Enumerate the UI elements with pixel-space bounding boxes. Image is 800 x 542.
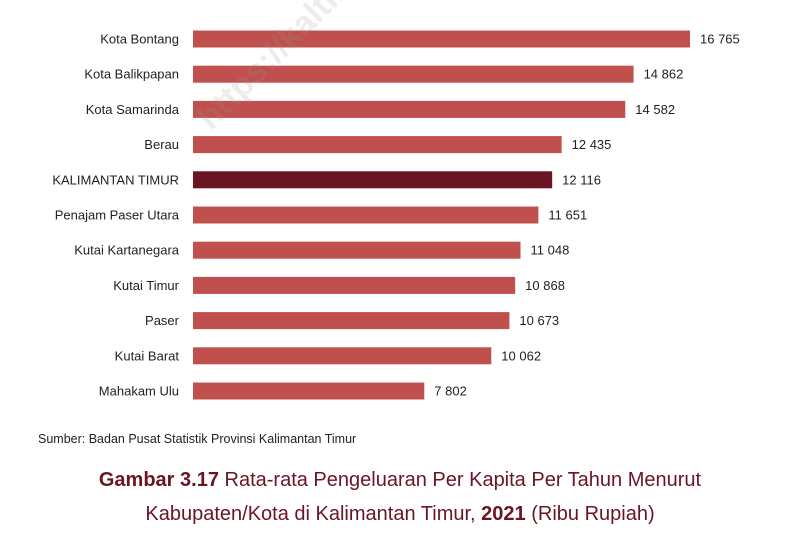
bar [193,206,539,224]
category-label: Kota Bontang [100,32,179,47]
data-label: 11 651 [548,208,587,223]
caption-text: Rata-rata Pengeluaran Per Kapita Per Tah… [218,469,702,491]
category-label: Berau [144,137,179,152]
data-label: 16 765 [700,32,740,47]
caption-text: Kabupaten/Kota di Kalimantan Timur, [145,503,482,525]
category-label: Mahakam Ulu [99,384,179,399]
data-label: 10 062 [501,348,541,363]
figure-number: Gambar 3.17 [98,469,219,491]
data-label: 14 862 [644,67,684,82]
caption-year: 2021 [481,503,526,525]
bar [193,100,626,118]
category-label: Kutai Timur [113,278,179,293]
bar-chart: Kota Bontang 16 765 Kota Balikpapan 14 862 K… [52,30,740,400]
bar [193,312,510,330]
bar [193,241,521,259]
data-label: 7 802 [434,384,467,399]
data-label: 10 868 [525,278,565,293]
bar [193,65,634,83]
data-label: 11 048 [531,243,570,258]
source-note: Sumber: Badan Pusat Statistik Provinsi K… [38,432,357,446]
data-label: 10 673 [519,313,559,328]
category-label: Kota Balikpapan [84,67,179,82]
category-label: Kota Samarinda [86,102,180,117]
bar [193,136,562,154]
category-label: Paser [145,313,180,328]
bar [193,30,690,48]
category-label: Kutai Kartanegara [74,243,180,258]
category-label: KALIMANTAN TIMUR [52,172,179,187]
figure-caption-line-1: Gambar 3.17 Rata-rata Pengeluaran Per Ka… [0,464,800,497]
category-label: Kutai Barat [115,348,180,363]
data-label: 14 582 [635,102,675,117]
figure-caption-line-2: Kabupaten/Kota di Kalimantan Timur, 2021… [0,498,800,531]
category-label: Penajam Paser Utara [55,208,180,223]
caption-unit: (Ribu Rupiah) [525,503,655,525]
bar [193,276,516,294]
data-label: 12 116 [562,172,601,187]
bar-highlight [193,171,553,189]
data-label: 12 435 [572,137,612,152]
bar [193,347,492,365]
bar [193,382,425,400]
